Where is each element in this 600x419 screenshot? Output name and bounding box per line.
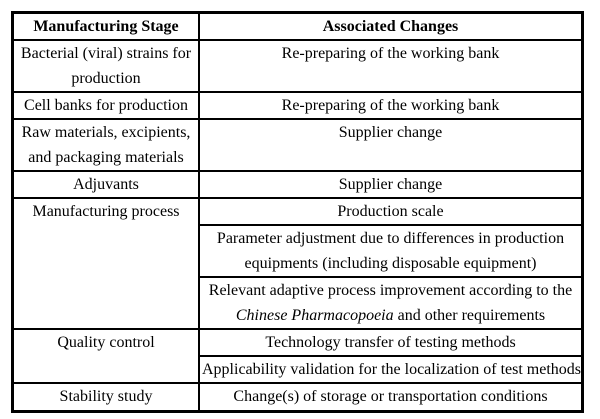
manufacturing-changes-table: Manufacturing Stage Associated Changes B… xyxy=(11,11,584,413)
change-cell-repreparing-working-bank-1: Re-preparing of the working bank xyxy=(200,41,581,93)
change-cell-parameter-adjustment: Parameter adjustment due to differences … xyxy=(200,226,581,278)
table-row-adaptive-process: Relevant adaptive process improvement ac… xyxy=(14,278,581,330)
table-row-quality-control: Quality control Technology transfer of t… xyxy=(14,330,581,384)
change-text-pre: Relevant adaptive process improvement ac… xyxy=(208,282,573,299)
col-header-associated-changes: Associated Changes xyxy=(200,14,581,41)
stage-cell-bacterial-strains: Bacterial (viral) strains for production xyxy=(14,41,200,93)
table-row-applicability-validation: Applicability validation for the localiz… xyxy=(14,357,581,384)
change-cell-production-scale: Production scale xyxy=(200,199,581,226)
change-cell-applicability-validation: Applicability validation for the localiz… xyxy=(200,357,581,384)
change-cell-adaptive-process: Relevant adaptive process improvement ac… xyxy=(200,278,581,330)
change-text-post: and other requirements xyxy=(393,307,546,324)
change-cell-storage-transport: Change(s) of storage or transportation c… xyxy=(233,388,548,405)
table-row-cell-banks: Cell banks for production Re-preparing o… xyxy=(14,93,581,120)
table-row-adjuvants: Adjuvants Supplier change xyxy=(14,172,581,199)
change-cell-technology-transfer: Technology transfer of testing methods xyxy=(200,330,581,357)
change-cell-repreparing-working-bank-2: Re-preparing of the working bank xyxy=(200,93,581,120)
table-row-bacterial-strains: Bacterial (viral) strains for production… xyxy=(14,41,581,93)
table-row-raw-materials: Raw materials, excipients, and packaging… xyxy=(14,120,581,172)
table-row-manufacturing-process: Manufacturing process Production scale xyxy=(14,199,581,330)
table-row-parameter-adjustment: Parameter adjustment due to differences … xyxy=(14,226,581,278)
stage-cell-adjuvants: Adjuvants xyxy=(14,172,200,199)
stage-cell-quality-control: Quality control xyxy=(14,330,200,384)
table-header-row: Manufacturing Stage Associated Changes xyxy=(14,14,581,41)
stage-cell-cell-banks: Cell banks for production xyxy=(14,93,200,120)
col-header-manufacturing-stage: Manufacturing Stage xyxy=(14,14,200,41)
stage-cell-manufacturing-process: Manufacturing process xyxy=(14,199,200,330)
pharmacopoeia-italic-text: Chinese Pharmacopoeia xyxy=(235,307,394,324)
table-row-stability-study: Stability study Change(s) of storage or … xyxy=(14,384,581,410)
stage-cell-raw-materials: Raw materials, excipients, and packaging… xyxy=(14,120,200,172)
change-cell-supplier-change-2: Supplier change xyxy=(200,172,581,199)
stage-cell-stability-study: Stability study xyxy=(14,384,200,410)
change-cell-supplier-change-1: Supplier change xyxy=(200,120,581,172)
